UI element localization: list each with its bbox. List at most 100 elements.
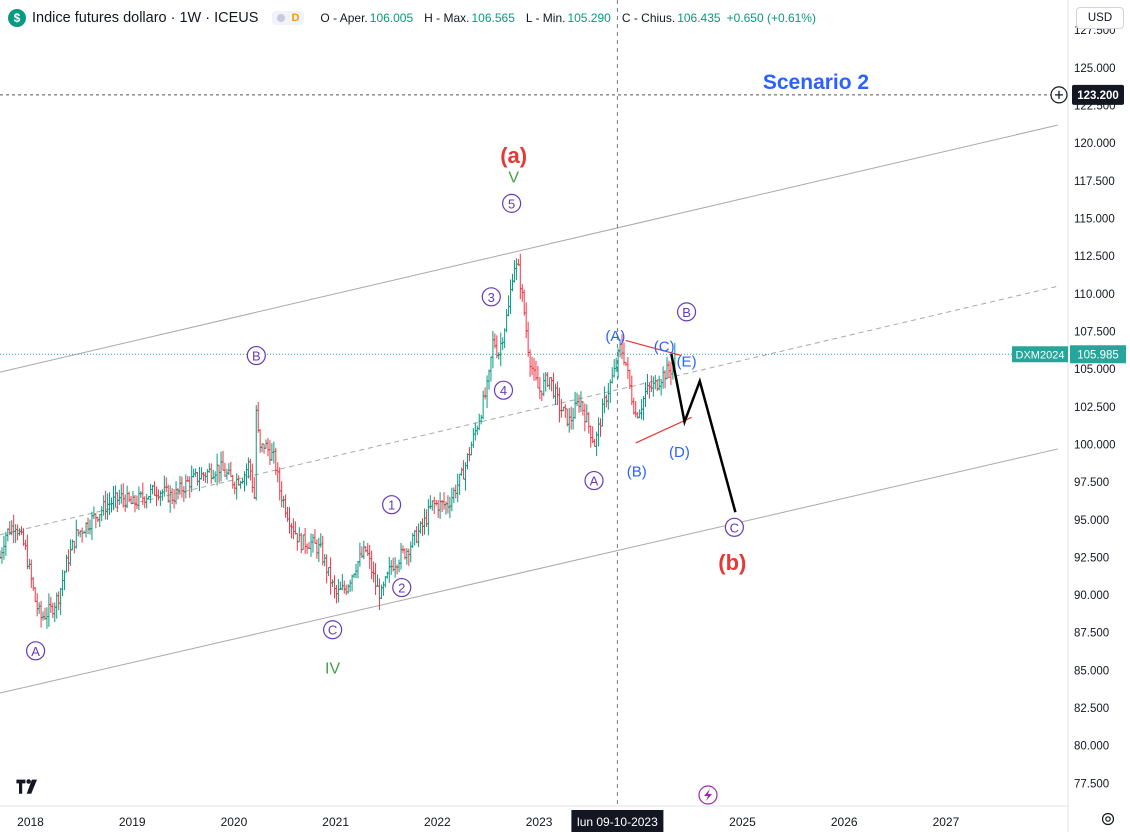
tradingview-logo-icon[interactable] xyxy=(12,777,44,795)
wave-label: 2 xyxy=(398,581,405,596)
wave-label: V xyxy=(508,169,519,186)
y-tick-label: 107.500 xyxy=(1074,326,1116,338)
ohlc-open: O - Aper. 106.005 xyxy=(320,11,419,25)
wave-label-circle xyxy=(25,641,46,661)
wave-label: (a) xyxy=(500,143,527,168)
crosshair-date-label: lun 09-10-2023 xyxy=(577,815,658,829)
wave-label: A xyxy=(590,474,599,489)
market-status-dot xyxy=(277,14,286,22)
last-price-value: 105.985 xyxy=(1077,349,1119,361)
y-tick-label: 87.500 xyxy=(1074,628,1109,640)
wave-label: (B) xyxy=(627,464,647,481)
y-tick-label: 97.500 xyxy=(1074,477,1109,489)
y-tick-label: 105.000 xyxy=(1074,364,1116,376)
symbol-tag-label: DXM2024 xyxy=(1016,349,1065,361)
x-tick-label: 2022 xyxy=(424,815,451,829)
triangle-lower-line xyxy=(635,416,692,444)
x-tick-label: 2025 xyxy=(729,815,756,829)
y-tick-label: 92.500 xyxy=(1074,552,1109,564)
wave-label: (D) xyxy=(669,444,690,461)
high-label: H - Max. xyxy=(424,11,470,25)
x-tick-label: 2026 xyxy=(831,815,858,829)
triangle-upper-line xyxy=(625,339,682,357)
y-tick-label: 110.000 xyxy=(1074,289,1115,301)
ohlc-close: C - Chius. 106.435 +0.650 (+0.61%) xyxy=(622,11,816,25)
wave-label-circle xyxy=(323,620,343,640)
ohlc-low: L - Min. 105.290 xyxy=(526,11,617,25)
dollar-icon: $ xyxy=(8,9,26,27)
y-tick-label: 82.500 xyxy=(1074,703,1109,715)
wave-label: 4 xyxy=(500,383,507,398)
y-tick-label: 100.000 xyxy=(1074,439,1116,451)
wave-label: A xyxy=(31,644,40,659)
wave-label: (A) xyxy=(605,328,625,345)
symbol-price-tag xyxy=(1012,346,1068,363)
change-value: +0.650 (+0.61%) xyxy=(726,11,816,25)
close-label: C - Chius. xyxy=(621,11,676,25)
wave-label: (C) xyxy=(654,339,675,356)
wave-label: C xyxy=(328,623,337,638)
x-tick-label: 2019 xyxy=(119,815,146,829)
y-tick-label: 90.000 xyxy=(1074,590,1109,602)
chart-header: $ Indice futures dollaro · 1W · ICEUS D … xyxy=(8,8,821,28)
upper-channel-line xyxy=(0,124,1058,373)
wave-label-circle xyxy=(676,302,697,322)
wave-label: IV xyxy=(325,660,340,677)
x-tick-label: 2027 xyxy=(933,815,960,829)
x-tick-label: 2020 xyxy=(221,815,248,829)
x-tick-label: 2023 xyxy=(526,815,553,829)
delay-badge: D xyxy=(291,12,300,24)
x-tick-label: 2018 xyxy=(17,815,44,829)
last-price-tag xyxy=(1070,345,1126,364)
close-value: 106.435 xyxy=(677,11,721,25)
y-tick-label: 102.500 xyxy=(1074,402,1116,414)
hline-price-value: 123.200 xyxy=(1077,90,1119,102)
plot-area: (a)V 5 3 4 1 2 C IV A B A B C (A) (B) (C)(E) (D) (b) xyxy=(0,0,1068,806)
y-tick-label: 117.500 xyxy=(1074,176,1115,188)
x-tick-label: 2021 xyxy=(322,815,349,829)
ohlc-high: H - Max. 106.565 xyxy=(424,11,521,25)
open-value: 106.005 xyxy=(369,11,414,25)
wave-label-circle xyxy=(724,517,744,537)
wave-label-circle xyxy=(382,495,402,515)
y-tick-label: 120.000 xyxy=(1074,138,1116,150)
wave-label-circle xyxy=(392,577,412,598)
scenario-label: Scenario 2 xyxy=(763,71,869,94)
low-value: 105.290 xyxy=(567,11,611,25)
wave-label: 3 xyxy=(488,290,495,305)
y-tick-label: 125.000 xyxy=(1074,63,1116,75)
low-label: L - Min. xyxy=(525,11,566,25)
currency-button[interactable]: USD xyxy=(1076,7,1124,29)
lightning-icon-glyph xyxy=(704,789,712,801)
y-tick-label: 85.000 xyxy=(1074,665,1109,677)
lower-channel-line xyxy=(0,448,1058,694)
wave-label-circle xyxy=(493,380,514,400)
open-label: O - Aper. xyxy=(320,11,368,25)
crosshair-date-tag xyxy=(571,810,664,832)
symbol-title[interactable]: Indice futures dollaro · 1W · ICEUS xyxy=(32,10,259,26)
y-tick-label: 115.000 xyxy=(1074,213,1115,225)
wave-label: 1 xyxy=(388,498,395,513)
wave-label-circle xyxy=(502,193,522,213)
high-value: 106.565 xyxy=(471,11,515,25)
wave-label: C xyxy=(730,520,739,535)
wave-label: B xyxy=(252,349,261,364)
wave-label: (E) xyxy=(677,354,697,371)
wave-label: (b) xyxy=(718,550,746,575)
wave-label: B xyxy=(682,305,691,320)
y-tick-label: 95.000 xyxy=(1074,515,1109,527)
wave-label-circle xyxy=(481,287,501,307)
plus-circle-glyph xyxy=(1055,90,1063,99)
wave-label-circle xyxy=(246,345,266,366)
wave-label: 5 xyxy=(508,196,515,211)
y-tick-label: 77.500 xyxy=(1074,778,1109,790)
y-tick-label: 112.500 xyxy=(1074,251,1115,263)
hline-price-tag xyxy=(1072,84,1124,105)
wave-label-circle xyxy=(584,470,604,491)
y-tick-label: 80.000 xyxy=(1074,741,1109,753)
gear-icon[interactable] xyxy=(1100,811,1116,827)
status-badges[interactable]: D xyxy=(272,11,305,25)
projection-path xyxy=(670,353,737,513)
